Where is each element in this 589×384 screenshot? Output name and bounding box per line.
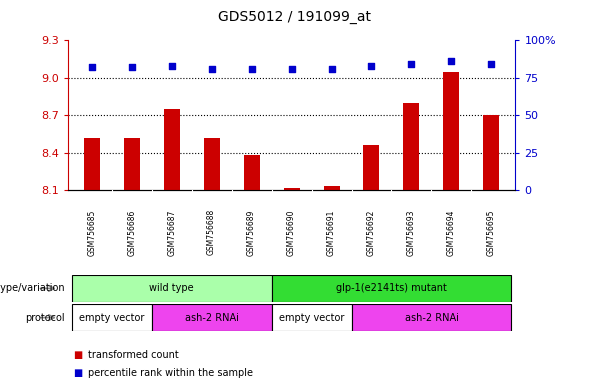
Bar [352,304,511,331]
Text: GSM756686: GSM756686 [127,209,136,255]
Text: transformed count: transformed count [88,350,179,360]
Text: GSM756689: GSM756689 [247,209,256,255]
Bar [283,187,300,190]
Text: GSM756690: GSM756690 [287,209,296,256]
Bar [204,138,220,190]
Text: glp-1(e2141ts) mutant: glp-1(e2141ts) mutant [336,283,447,293]
Point [207,66,216,72]
Bar [403,103,419,190]
Bar [244,155,260,190]
Bar [363,145,379,190]
Point [247,66,256,72]
Point [487,61,496,67]
Bar [84,138,100,190]
Text: GSM756694: GSM756694 [447,209,456,256]
Point [287,66,296,72]
Point [367,63,376,69]
Bar [72,275,272,302]
Point [167,63,176,69]
Point [327,66,336,72]
Text: GSM756688: GSM756688 [207,209,216,255]
Bar [272,275,511,302]
Bar [124,138,140,190]
Point [127,64,137,70]
Text: GSM756687: GSM756687 [167,209,176,255]
Point [87,64,97,70]
Text: ■: ■ [74,350,83,360]
Text: empty vector: empty vector [79,313,144,323]
Bar [272,304,352,331]
Text: GDS5012 / 191099_at: GDS5012 / 191099_at [218,10,371,23]
Text: protocol: protocol [25,313,65,323]
Text: ■: ■ [74,368,83,378]
Text: GSM756685: GSM756685 [87,209,96,255]
Text: GSM756692: GSM756692 [367,209,376,255]
Text: GSM756693: GSM756693 [407,209,416,256]
Text: percentile rank within the sample: percentile rank within the sample [88,368,253,378]
Point [446,58,456,65]
Point [407,61,416,67]
Text: ash-2 RNAi: ash-2 RNAi [405,313,458,323]
Text: GSM756695: GSM756695 [487,209,496,256]
Text: ash-2 RNAi: ash-2 RNAi [185,313,239,323]
Bar [72,304,152,331]
Text: GSM756691: GSM756691 [327,209,336,255]
Text: wild type: wild type [150,283,194,293]
Bar [152,304,272,331]
Bar [444,71,459,190]
Text: genotype/variation: genotype/variation [0,283,65,293]
Bar [484,115,499,190]
Text: empty vector: empty vector [279,313,344,323]
Bar [323,186,339,190]
Bar [164,109,180,190]
